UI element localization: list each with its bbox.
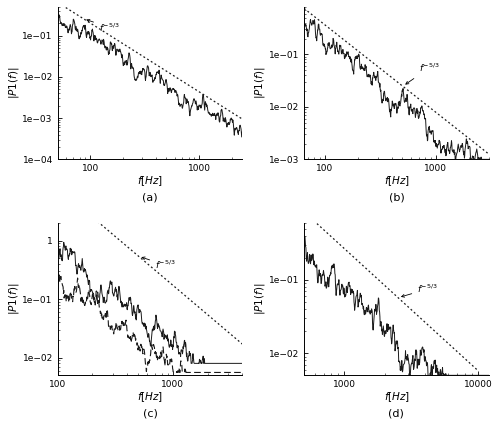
X-axis label: $f[Hz]$: $f[Hz]$ — [384, 175, 409, 188]
Text: (b): (b) — [388, 193, 404, 203]
X-axis label: $f[Hz]$: $f[Hz]$ — [137, 175, 163, 188]
X-axis label: $f[Hz]$: $f[Hz]$ — [384, 391, 409, 405]
Text: $f^{-5/3}$: $f^{-5/3}$ — [406, 62, 440, 84]
Y-axis label: $|P1(f)|$: $|P1(f)|$ — [254, 67, 268, 99]
Text: $f^{-5/3}$: $f^{-5/3}$ — [402, 283, 438, 297]
Text: (d): (d) — [388, 409, 404, 419]
X-axis label: $f[Hz]$: $f[Hz]$ — [137, 391, 163, 405]
Y-axis label: $|P1(f)|$: $|P1(f)|$ — [7, 67, 21, 99]
Text: $f^{-5/3}$: $f^{-5/3}$ — [87, 20, 120, 34]
Y-axis label: $|P1(f)|$: $|P1(f)|$ — [254, 283, 268, 315]
Text: (c): (c) — [142, 409, 158, 419]
Text: $f^{-5/3}$: $f^{-5/3}$ — [142, 257, 176, 272]
Y-axis label: $|P1(f)|$: $|P1(f)|$ — [7, 283, 21, 315]
Text: (a): (a) — [142, 193, 158, 203]
